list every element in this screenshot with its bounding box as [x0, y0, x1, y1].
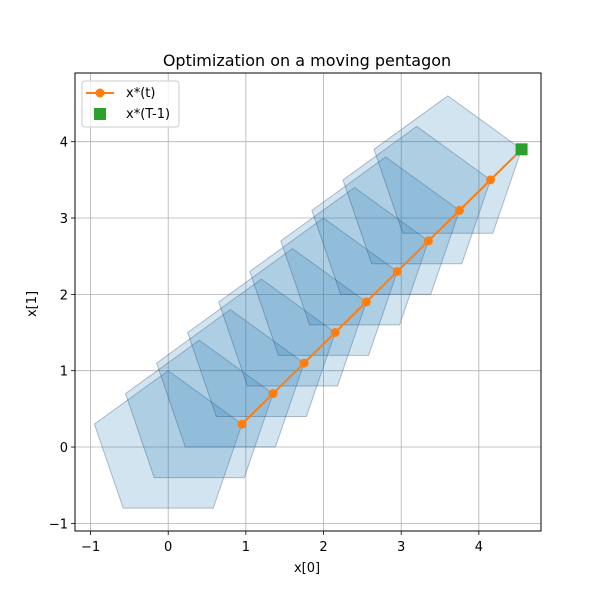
x-tick-label: −1	[81, 540, 100, 555]
pentagon-6	[280, 186, 429, 326]
grid	[75, 73, 541, 531]
x-axis-label: x[0]	[294, 561, 320, 576]
trajectory-point-3	[330, 328, 340, 338]
trajectory-point-4	[361, 297, 371, 307]
trajectory	[241, 148, 523, 425]
y-tick-label: 3	[60, 212, 68, 227]
x-tick-label: 0	[164, 540, 172, 555]
y-tick-label: 0	[60, 441, 68, 456]
x-tick-label: 1	[242, 540, 250, 555]
legend-square-swatch	[94, 108, 106, 120]
pentagon-5	[249, 217, 398, 356]
trajectory-point-6	[423, 236, 433, 246]
pentagons	[93, 95, 523, 509]
trajectory-point-0	[237, 419, 247, 429]
final-point	[515, 143, 528, 156]
y-tick-label: 2	[60, 288, 68, 303]
markers	[237, 143, 528, 429]
plot-frame	[74, 72, 542, 532]
x-tick-label: 2	[319, 540, 327, 555]
legend-label-xstar-final: x*(T-1)	[126, 107, 170, 122]
pentagon-3	[187, 278, 336, 417]
trajectory-point-1	[268, 389, 278, 399]
pentagon-0	[93, 370, 243, 509]
y-tick-label: 4	[60, 136, 68, 151]
trajectory-line	[241, 148, 523, 425]
pentagon-7	[311, 156, 461, 295]
pentagon-4	[218, 247, 367, 387]
legend-label-xstar-t: x*(t)	[126, 86, 155, 101]
trajectory-point-2	[299, 358, 309, 368]
y-axis-label: x[1]	[25, 291, 40, 317]
x-tick-label: 3	[397, 540, 405, 555]
pentagon-2	[156, 308, 305, 448]
pentagon-8	[342, 125, 492, 265]
x-tick-label: 4	[475, 540, 483, 555]
y-tick-label: −1	[49, 517, 68, 532]
chart-title: Optimization on a moving pentagon	[163, 51, 451, 70]
y-tick-label: 1	[60, 365, 68, 380]
legend-dot-swatch	[95, 88, 105, 98]
trajectory-point-8	[486, 175, 496, 185]
trajectory-point-7	[454, 205, 464, 215]
trajectory-point-5	[392, 266, 402, 276]
ticks: −1 0 1 2 3 4 −1 0 1 2 3 4	[49, 136, 483, 555]
pentagon-1	[124, 339, 274, 479]
legend: x*(t) x*(T-1)	[81, 80, 180, 128]
pentagon-9	[373, 95, 523, 234]
